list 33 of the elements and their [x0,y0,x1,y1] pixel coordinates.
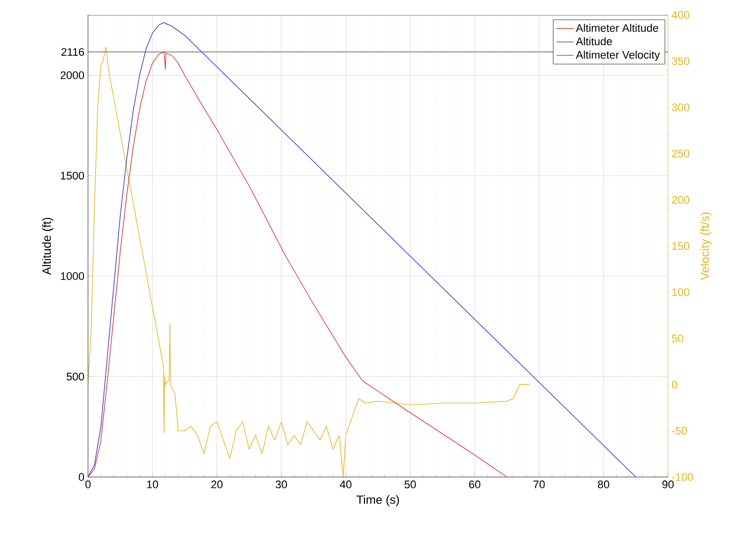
ref-line-label: Altimeter Velocity [576,50,660,61]
x-tick-label: 60 [469,480,480,488]
x-axis-title: Time (s) [356,495,399,506]
y2-tick-label: -50 [672,426,687,435]
y2-tick-label: 0 [672,380,678,388]
x-tick-label: 50 [404,480,416,488]
y-tick-label: 1500 [60,172,84,180]
y-tick-label: 2000 [60,71,84,80]
y2-tick-label: 250 [672,150,690,158]
x-tick-label: 90 [662,480,674,488]
y2-axis-title: Velocity (ft/s) [700,212,712,280]
x-tick-label: 20 [211,480,223,488]
y2-tick-label: 300 [672,104,690,112]
y-tick-label: 500 [66,372,84,380]
x-tick-label: 10 [147,480,158,488]
y2-tick-label: 150 [672,242,690,250]
legend-label: Altitude [576,37,612,46]
y-axis-title: Altitude (ft) [42,218,54,275]
x-tick-label: 80 [598,480,610,488]
y-tick-label: 1000 [60,272,84,280]
x-tick-label: 40 [340,480,352,488]
y2-tick-label: 50 [672,334,684,342]
y-tick-label: 0 [78,473,84,481]
y2-tick-label: 100 [672,288,690,296]
y-tick-label: 2116 [61,48,84,56]
x-tick-label: 30 [276,480,287,488]
legend-label: Altimeter Altitude [576,24,658,32]
y2-tick-label: 400 [672,11,690,19]
y2-tick-label: 350 [672,57,690,66]
y2-tick-label: 200 [672,196,690,204]
x-tick-label: 70 [534,480,545,488]
y2-tick-label: -100 [672,473,694,481]
x-tick-label: 0 [85,480,91,488]
